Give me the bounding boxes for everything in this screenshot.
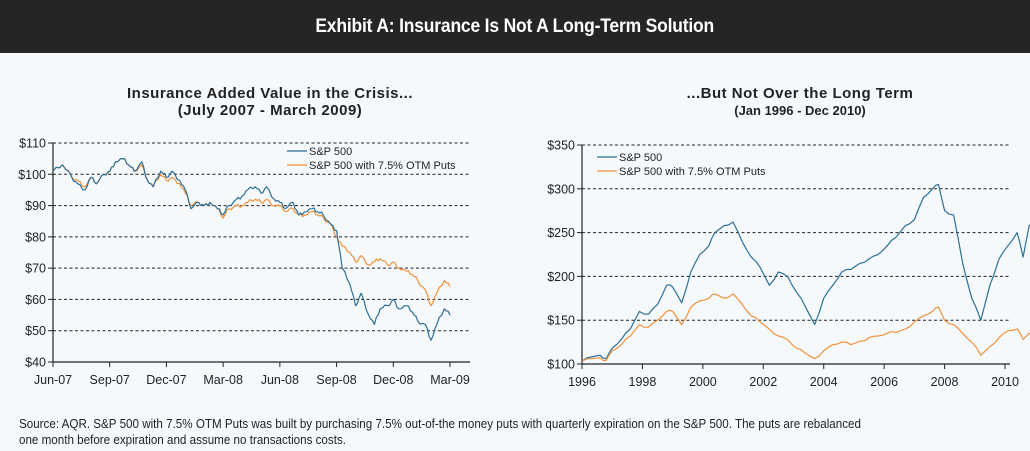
exhibit-banner: Exhibit A: Insurance Is Not A Long-Term … <box>0 0 1030 53</box>
x-tick-label: Jun-08 <box>261 373 299 387</box>
x-tick-label: Mar-09 <box>430 373 470 387</box>
y-tick-label: $110 <box>19 137 46 151</box>
left-chart-subtitle: (July 2007 - March 2009) <box>177 102 363 119</box>
y-tick-label: $80 <box>25 230 46 244</box>
y-tick-label: $50 <box>25 324 46 338</box>
series-line-sp500 <box>52 158 451 341</box>
left-chart-title: Insurance Added Value in the Crisis... <box>126 85 414 102</box>
right-chart-subtitle: (Jan 1996 - Dec 2010) <box>734 103 866 118</box>
legend-label: S&P 500 <box>309 146 352 158</box>
x-tick-label: Sep-08 <box>316 373 356 387</box>
footnote-line-1: Source: AQR. S&P 500 with 7.5% OTM Puts … <box>19 417 861 431</box>
x-tick-label: Dec-07 <box>146 373 186 387</box>
footnote-line-2: one month before expiration and assume n… <box>19 433 346 447</box>
source-footnote: Source: AQR. S&P 500 with 7.5% OTM Puts … <box>19 416 1024 448</box>
y-tick-label: $60 <box>25 293 46 307</box>
x-tick-label: Dec-08 <box>373 373 413 387</box>
x-tick-label: Mar-08 <box>203 373 243 387</box>
y-tick-label: $100 <box>18 168 46 182</box>
legend-label: S&P 500 with 7.5% OTM Puts <box>309 160 456 172</box>
right-chart-title-block: ...But Not Over the Long Term (Jan 1996 … <box>640 85 960 119</box>
y-tick-label: $40 <box>25 356 46 370</box>
series-line-otm-puts <box>52 158 451 307</box>
x-tick-label: Jun-07 <box>34 373 72 387</box>
y-tick-label: $90 <box>25 199 46 213</box>
x-tick-label: Sep-07 <box>90 373 130 387</box>
left-chart-title-block: Insurance Added Value in the Crisis... (… <box>60 85 480 119</box>
right-chart-title: ...But Not Over the Long Term <box>686 85 914 102</box>
exhibit-title: Exhibit A: Insurance Is Not A Long-Term … <box>315 15 715 37</box>
y-tick-label: $70 <box>25 262 46 276</box>
